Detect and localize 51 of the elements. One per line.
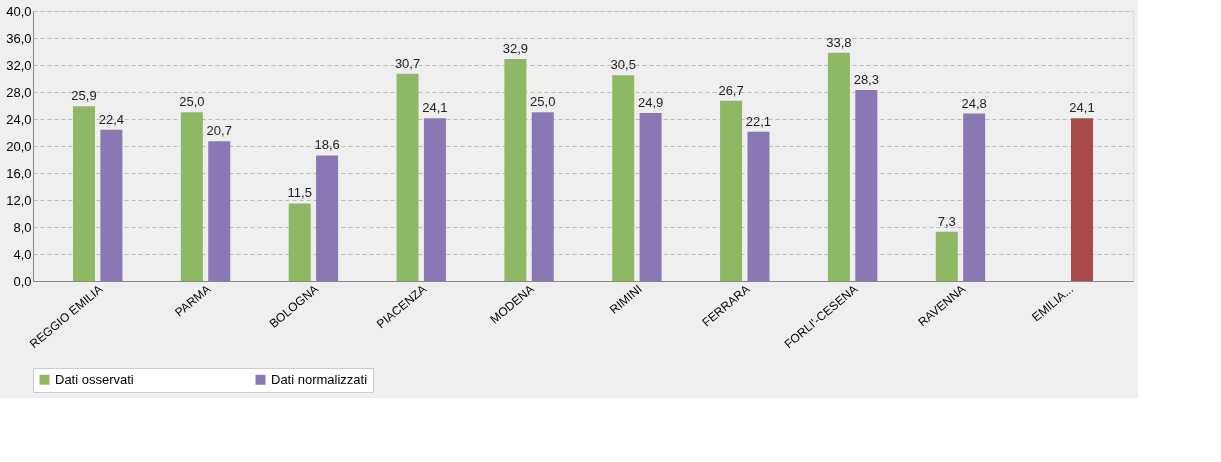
data-label: 26,7	[718, 82, 744, 98]
data-label: 33,8	[826, 34, 852, 50]
bar	[963, 113, 986, 281]
data-label: 24,1	[1069, 100, 1095, 116]
data-label: 7,3	[937, 213, 956, 229]
y-tick-label: 12,0	[6, 192, 32, 208]
bar	[827, 52, 850, 281]
y-tick-label: 0,0	[13, 273, 32, 289]
bar	[504, 58, 527, 281]
data-label: 24,8	[961, 95, 987, 111]
data-label: 22,1	[745, 113, 772, 129]
bar	[180, 112, 203, 281]
bar	[1070, 118, 1093, 281]
bar	[935, 231, 958, 281]
data-label: 18,6	[314, 137, 340, 153]
data-label: 24,9	[637, 94, 664, 110]
y-tick-label: 28,0	[6, 84, 32, 100]
data-label: 11,5	[287, 185, 312, 201]
data-label: 30,5	[610, 57, 636, 73]
data-label: 32,9	[502, 40, 529, 56]
data-label: 25,0	[179, 94, 205, 110]
y-tick-label: 4,0	[13, 246, 32, 262]
bar	[396, 73, 419, 281]
data-label: 20,7	[206, 123, 232, 139]
bar	[747, 131, 770, 281]
data-label: 22,4	[98, 111, 125, 127]
bar	[316, 155, 339, 281]
bar	[639, 112, 662, 281]
data-label: 25,9	[71, 88, 97, 104]
y-tick-label: 32,0	[6, 57, 32, 73]
y-tick-label: 24,0	[6, 111, 32, 127]
data-label: 28,3	[853, 71, 879, 87]
bar	[531, 112, 554, 281]
bar	[612, 75, 635, 281]
data-label: 30,7	[394, 55, 421, 71]
data-label: 25,0	[530, 94, 556, 110]
y-tick-label: 16,0	[6, 165, 32, 181]
y-tick-label: 8,0	[13, 219, 32, 235]
data-label: 24,1	[422, 100, 448, 116]
bar	[100, 129, 123, 281]
y-tick-label: 20,0	[6, 138, 32, 154]
bar	[208, 141, 231, 281]
y-tick-label: 40,0	[6, 3, 32, 19]
legend-label: Dati normalizzati	[271, 371, 368, 387]
bar	[855, 89, 878, 281]
bar	[423, 118, 446, 281]
bar	[73, 106, 96, 281]
bar	[288, 203, 311, 281]
legend-label: Dati osservati	[55, 371, 134, 387]
y-tick-label: 36,0	[6, 30, 32, 46]
bar	[720, 100, 743, 281]
